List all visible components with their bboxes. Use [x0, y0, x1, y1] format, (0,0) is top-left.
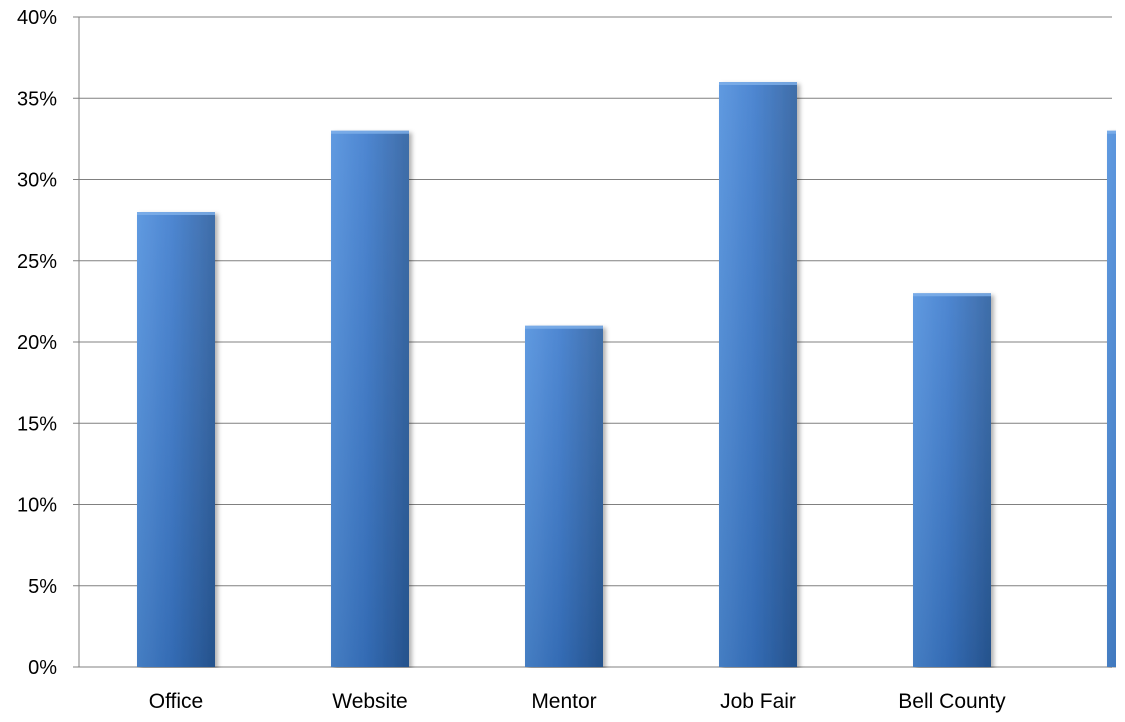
y-tick-labels: 0% 5% 10% 15% 20% 25% 30% 35% 40% — [17, 7, 57, 679]
bar — [719, 82, 797, 667]
x-tick-label: Job Op — [1112, 690, 1125, 713]
x-tick-label: Bell County — [898, 690, 1006, 713]
bar — [137, 212, 215, 667]
y-tick-label: 5% — [28, 576, 57, 598]
y-tick-label: 15% — [17, 413, 57, 435]
bars — [137, 82, 1116, 667]
y-tick-label: 20% — [17, 332, 57, 354]
bar — [331, 130, 409, 667]
x-tick-label: Website — [332, 690, 407, 713]
y-tick-label: 35% — [17, 88, 57, 110]
bar — [525, 325, 603, 667]
y-tick-label: 40% — [17, 7, 57, 29]
bar — [1107, 130, 1116, 667]
x-tick-label: Mentor — [531, 690, 596, 713]
y-tick-label: 0% — [28, 657, 57, 679]
y-tick-label: 10% — [17, 495, 57, 517]
x-tick-label: Job Fair — [720, 690, 796, 713]
x-tick-label: Office — [149, 690, 203, 713]
y-tick-label: 25% — [17, 251, 57, 273]
y-tick-label: 30% — [17, 170, 57, 192]
x-tick-labels: Office Website Mentor Job Fair Bell County Jo… — [149, 690, 1125, 713]
bar — [913, 293, 991, 667]
